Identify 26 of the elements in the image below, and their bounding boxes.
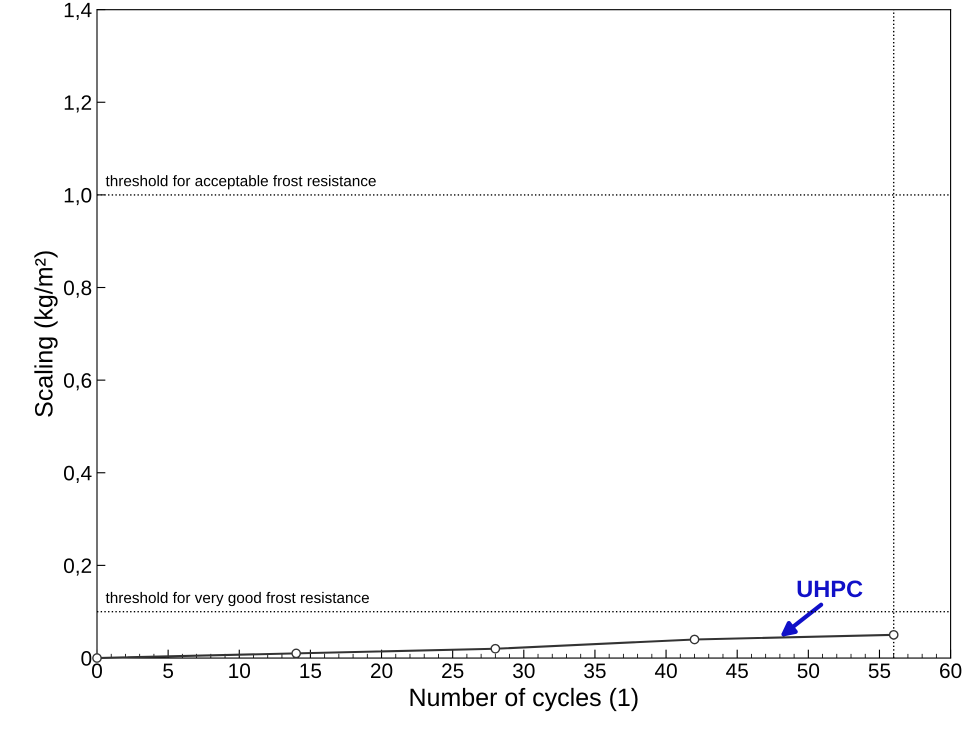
x-tick-label: 55 [868,664,890,678]
x-tick-label: 40 [654,663,677,678]
y-axis-title: Scaling (kg/m²) [34,251,58,417]
x-tick-label: 25 [442,663,464,678]
x-tick-label: 60 [940,663,962,678]
x-tick-label: 0 [92,663,102,678]
y-tick-label: 1,4 [64,2,92,20]
ref-line-label: threshold for acceptable frost resistance [106,175,376,190]
x-tick-label: 15 [300,664,322,678]
ref-line-label: threshold for very good frost resistance [106,592,369,606]
y-tick-label: 1,0 [64,188,92,206]
y-tick-label: 0,4 [64,466,92,483]
x-tick-label: 20 [370,663,392,678]
x-axis-title: Number of cycles (1) [410,688,638,712]
annotation: UHPC [798,580,862,598]
y-tick-label: 1,2 [64,95,92,112]
y-tick-label: 0,2 [64,558,92,576]
y-tick-label: 0,8 [64,280,92,298]
y-tick-label: 0,6 [64,373,92,390]
x-tick-label: 5 [163,664,174,678]
x-tick-label: 30 [513,663,535,678]
x-tick-label: 45 [726,664,748,678]
x-tick-label: 10 [229,663,250,678]
x-tick-label: 50 [798,663,820,678]
y-tick-label: 0 [81,651,92,666]
x-tick-label: 35 [584,663,606,678]
